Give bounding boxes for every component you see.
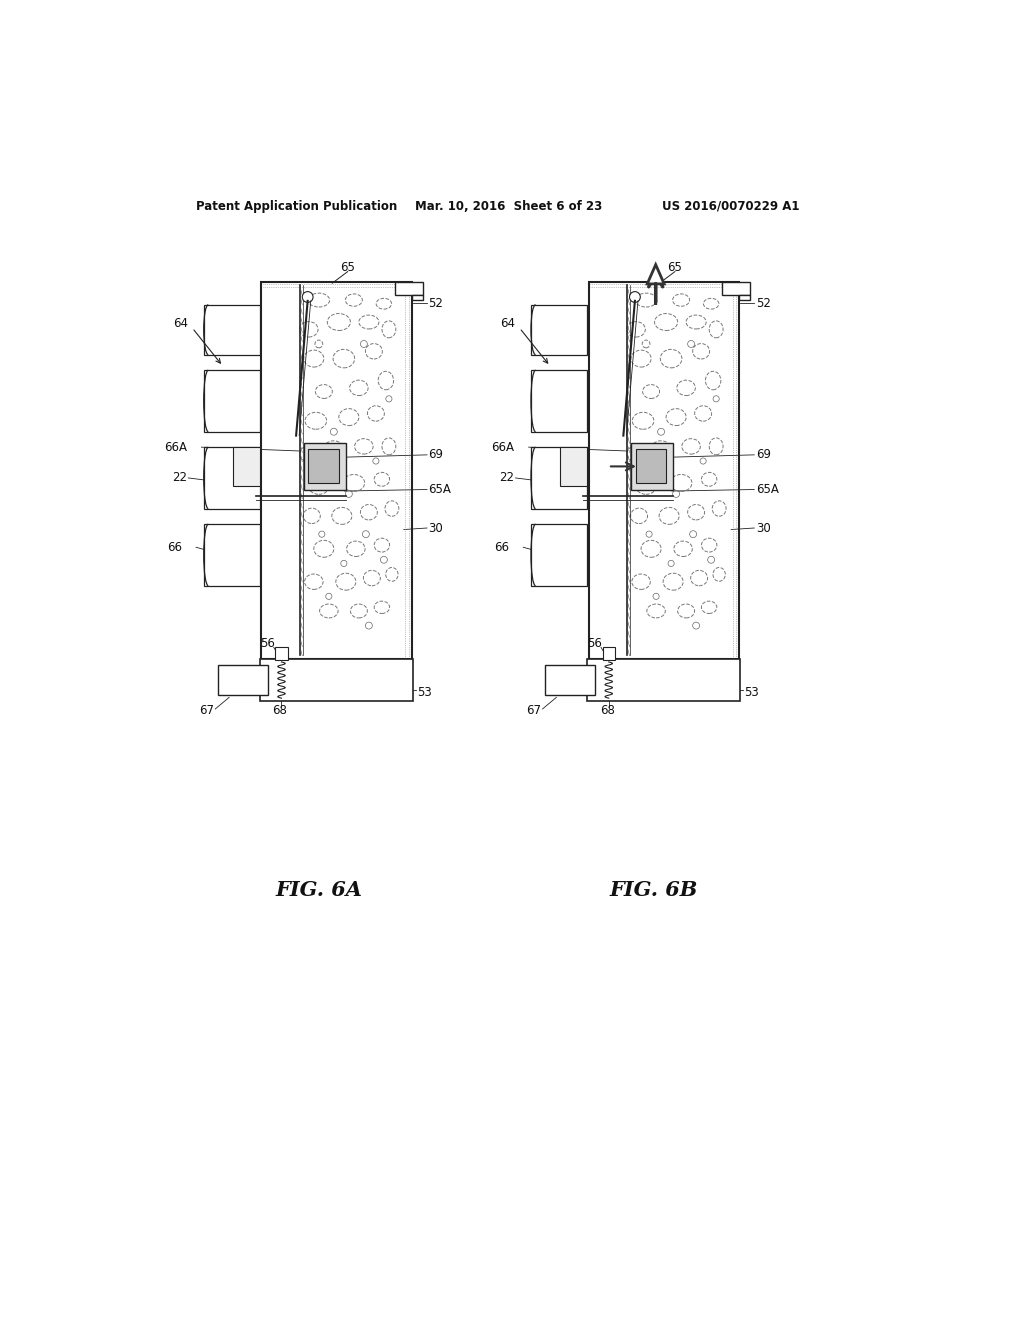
Text: 22: 22 (172, 471, 186, 484)
Bar (260, 659, 413, 701)
Text: 67: 67 (526, 704, 541, 717)
Bar (308, 450, 339, 483)
Text: 65A: 65A (429, 483, 452, 496)
Text: 66A: 66A (164, 441, 186, 454)
Bar (531, 370, 587, 432)
Bar (261, 281, 412, 659)
Text: 68: 68 (272, 704, 288, 717)
Text: 22: 22 (499, 471, 514, 484)
Text: 56: 56 (588, 638, 602, 649)
Text: 53: 53 (417, 685, 432, 698)
Bar (587, 659, 740, 701)
Bar (304, 444, 346, 490)
Text: US 2016/0070229 A1: US 2016/0070229 A1 (662, 199, 800, 213)
Text: 64: 64 (173, 317, 188, 330)
Text: 69: 69 (756, 449, 771, 462)
Text: 56: 56 (260, 638, 275, 649)
Text: 65: 65 (668, 261, 682, 275)
Bar (531, 305, 587, 355)
Text: Patent Application Publication: Patent Application Publication (196, 199, 397, 213)
Text: Mar. 10, 2016  Sheet 6 of 23: Mar. 10, 2016 Sheet 6 of 23 (416, 199, 603, 213)
Bar (204, 447, 260, 508)
Bar (204, 370, 260, 432)
Bar (233, 447, 260, 486)
Text: 66: 66 (167, 541, 182, 554)
Text: 30: 30 (756, 521, 770, 535)
Circle shape (630, 292, 640, 302)
Text: 30: 30 (429, 521, 443, 535)
Text: 65A: 65A (756, 483, 778, 496)
FancyArrow shape (647, 264, 665, 305)
Text: FIG. 6A: FIG. 6A (275, 880, 362, 900)
Bar (560, 447, 587, 486)
Bar (394, 281, 423, 296)
Bar (636, 450, 667, 483)
Text: 52: 52 (756, 297, 771, 310)
Text: FIG. 6B: FIG. 6B (610, 880, 698, 900)
Text: 66: 66 (495, 541, 509, 554)
Circle shape (302, 292, 313, 302)
Text: 69: 69 (429, 449, 443, 462)
Text: 67: 67 (199, 704, 214, 717)
Bar (531, 447, 587, 508)
Text: 64: 64 (501, 317, 515, 330)
Bar (217, 665, 267, 696)
Bar (589, 281, 739, 659)
Text: 66A: 66A (492, 441, 514, 454)
Bar (275, 647, 288, 660)
Bar (204, 524, 260, 586)
Bar (531, 524, 587, 586)
Bar (722, 281, 751, 296)
Text: 68: 68 (600, 704, 614, 717)
Bar (739, 296, 751, 300)
Bar (204, 305, 260, 355)
Text: 53: 53 (744, 685, 759, 698)
Text: 52: 52 (429, 297, 443, 310)
Bar (545, 665, 595, 696)
Text: 65: 65 (340, 261, 355, 275)
Bar (602, 647, 614, 660)
Bar (631, 444, 674, 490)
Bar (412, 296, 423, 300)
